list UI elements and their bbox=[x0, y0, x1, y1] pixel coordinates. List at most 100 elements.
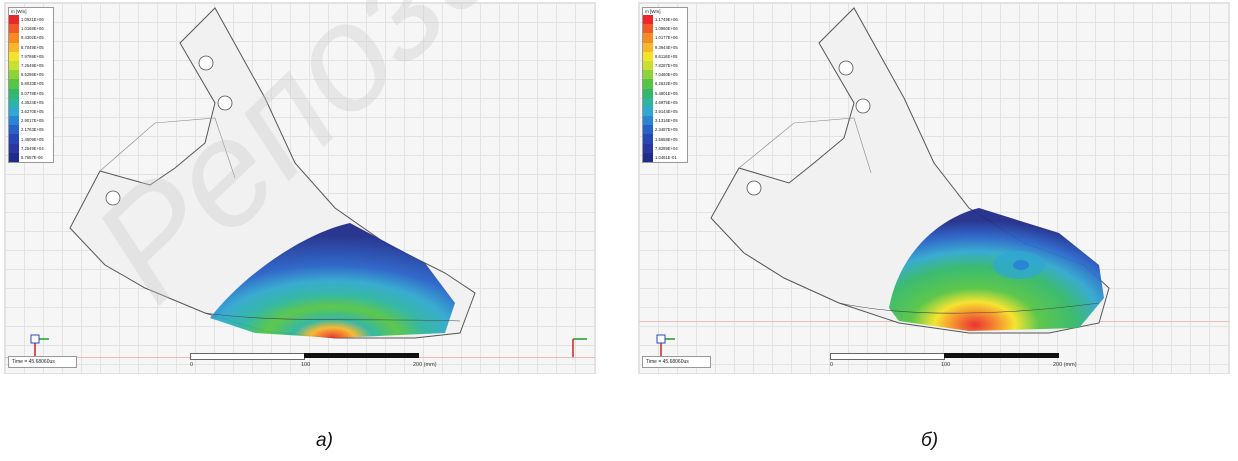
legend-row: 1.4509E+05 bbox=[9, 134, 53, 144]
scale-bar-white bbox=[830, 353, 945, 360]
legend-value: 7.8289E+04 bbox=[655, 145, 678, 151]
legend-swatch bbox=[9, 116, 19, 126]
legend-value: 7.0460E+05 bbox=[655, 72, 678, 78]
legend-swatch bbox=[643, 97, 653, 107]
legend-row: 3.9144E+05 bbox=[643, 106, 687, 117]
legend-swatch bbox=[9, 88, 19, 98]
axis-triad-icon bbox=[567, 331, 591, 366]
part-geometry-a bbox=[69, 7, 476, 339]
scale-tick: 0 bbox=[190, 362, 194, 368]
legend-row: 1.5658E+05 bbox=[643, 134, 687, 144]
legend-row: 7.0460E+05 bbox=[643, 70, 687, 80]
legend-value: 7.2549E+05 bbox=[21, 63, 44, 69]
legend-swatch bbox=[9, 143, 19, 153]
legend-swatch bbox=[9, 15, 19, 25]
legend-swatch bbox=[9, 42, 19, 52]
legend-row: 8.7049E+05 bbox=[9, 42, 53, 52]
legend-swatch bbox=[9, 24, 19, 34]
time-readout: Time = 45.68060us bbox=[642, 356, 711, 368]
legend-value: 3.6270E+05 bbox=[21, 108, 44, 114]
viewport-panel-a[interactable]: m [Wm] 1.0921E+06 1.0168E+06 9.4302E+05 8.7… bbox=[4, 2, 596, 374]
scale-tick: 200 (mm) bbox=[413, 362, 437, 368]
legend-row: 9.4302E+05 bbox=[9, 33, 53, 43]
part-geometry-b bbox=[710, 7, 1110, 334]
legend-value: 1.5658E+05 bbox=[655, 136, 678, 142]
legend-row: 7.9769E+05 bbox=[9, 51, 53, 61]
legend-value: 1.0168E+06 bbox=[21, 26, 44, 32]
legend-swatch bbox=[643, 42, 653, 52]
legend-rows-a: 1.0921E+06 1.0168E+06 9.4302E+05 8.7049E+05… bbox=[9, 15, 53, 162]
legend-swatch bbox=[643, 15, 653, 25]
legend-row: 5.7657E-06 bbox=[9, 152, 53, 162]
legend-value: 1.1749E+06 bbox=[655, 17, 678, 23]
legend-row: 2.1763E+05 bbox=[9, 125, 53, 135]
legend-value: 3.1316E+05 bbox=[655, 118, 678, 124]
legend-swatch bbox=[9, 70, 19, 80]
legend-value: 8.7049E+05 bbox=[21, 44, 44, 50]
legend-swatch bbox=[9, 33, 19, 43]
scale-tick: 0 bbox=[830, 362, 834, 368]
legend-title: m [Wm] bbox=[645, 9, 661, 14]
legend-value: 7.2549E+04 bbox=[21, 145, 44, 151]
legend-value: 9.3944E+05 bbox=[655, 44, 678, 50]
legend-swatch bbox=[9, 60, 19, 71]
scale-bar-black bbox=[304, 353, 419, 358]
legend-swatch bbox=[643, 24, 653, 34]
legend-value: 7.9769E+05 bbox=[21, 53, 44, 59]
legend-value: 6.5286E+05 bbox=[21, 72, 44, 78]
legend-row: 3.6270E+05 bbox=[9, 106, 53, 117]
legend-row: 7.2549E+04 bbox=[9, 143, 53, 153]
legend-swatch bbox=[643, 79, 653, 89]
legend-swatch bbox=[643, 60, 653, 71]
legend-swatch bbox=[9, 51, 19, 61]
legend-title: m [Wm] bbox=[11, 9, 27, 14]
legend-swatch bbox=[643, 143, 653, 153]
legend-value: 1.0461E-01 bbox=[655, 154, 677, 160]
legend-row: 5.4801E+05 bbox=[643, 88, 687, 98]
legend-row: 7.8289E+04 bbox=[643, 143, 687, 153]
legend-value: 1.0177E+06 bbox=[655, 35, 678, 41]
legend-row: 1.0921E+06 bbox=[9, 15, 53, 25]
legend-swatch bbox=[9, 152, 19, 162]
legend-value: 4.3524E+05 bbox=[21, 99, 44, 105]
figure-caption-a: а) bbox=[316, 430, 333, 451]
time-readout: Time = 45.68060us bbox=[8, 356, 77, 368]
legend-swatch bbox=[643, 88, 653, 98]
legend-row: 6.5286E+05 bbox=[9, 70, 53, 80]
legend-value: 2.3487E+05 bbox=[655, 127, 678, 133]
legend-value: 9.4302E+05 bbox=[21, 35, 44, 41]
legend-row: 2.3487E+05 bbox=[643, 125, 687, 135]
legend-row: 9.3944E+05 bbox=[643, 42, 687, 52]
legend-value: 3.9144E+05 bbox=[655, 108, 678, 114]
scale-tick: 100 bbox=[301, 362, 311, 368]
legend-value: 6.2632E+05 bbox=[655, 81, 678, 87]
axis-triad-icon bbox=[27, 329, 53, 364]
scale-bar-black bbox=[944, 353, 1059, 358]
figure-caption-b: б) bbox=[921, 430, 939, 451]
legend-row: 5.8033E+05 bbox=[9, 79, 53, 89]
scale-bar-white bbox=[190, 353, 305, 360]
legend-value: 1.0960E+06 bbox=[655, 26, 678, 32]
legend-value: 8.6116E+05 bbox=[655, 53, 678, 59]
legend-value: 1.0921E+06 bbox=[21, 17, 44, 23]
legend-row: 2.9017E+05 bbox=[9, 116, 53, 126]
legend-swatch bbox=[643, 51, 653, 61]
legend-value: 5.7657E-06 bbox=[21, 154, 43, 160]
legend-swatch bbox=[9, 97, 19, 107]
legend-row: 8.6116E+05 bbox=[643, 51, 687, 61]
legend-row: 6.2632E+05 bbox=[643, 79, 687, 89]
scale-tick: 200 (mm) bbox=[1053, 362, 1077, 368]
legend-row: 1.0177E+06 bbox=[643, 33, 687, 43]
legend-value: 1.4509E+05 bbox=[21, 136, 44, 142]
legend-swatch bbox=[9, 106, 19, 117]
legend-swatch bbox=[643, 125, 653, 135]
legend-row: 1.0168E+06 bbox=[9, 24, 53, 34]
viewport-panel-b[interactable]: m [Wm] 1.1749E+06 1.0960E+06 1.0177E+06 9.3… bbox=[638, 2, 1230, 374]
legend-swatch bbox=[9, 134, 19, 144]
axis-triad-icon bbox=[653, 329, 679, 364]
legend-value: 7.8287E+05 bbox=[655, 63, 678, 69]
legend-row: 1.0960E+06 bbox=[643, 24, 687, 34]
legend-value: 5.4801E+05 bbox=[655, 90, 678, 96]
legend-row: 7.8287E+05 bbox=[643, 60, 687, 71]
legend-swatch bbox=[9, 125, 19, 135]
